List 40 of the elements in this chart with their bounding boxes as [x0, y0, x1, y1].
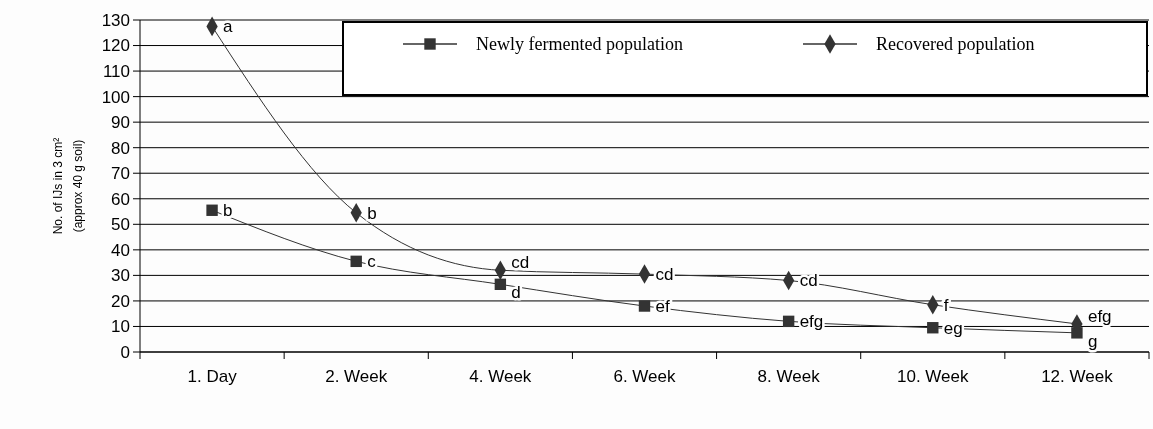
y-tick-label: 90 [111, 113, 130, 133]
y-tick-label: 0 [120, 342, 130, 362]
annotation: d [511, 283, 521, 303]
y-tick-label: 130 [101, 10, 130, 30]
point [927, 322, 939, 334]
legend-label: Recovered population [876, 34, 1035, 55]
y-tick-label: 10 [111, 317, 130, 337]
point [494, 278, 507, 291]
point [350, 255, 362, 268]
annotation: b [223, 201, 233, 221]
annotation: ef [655, 296, 670, 316]
y-tick-label: 60 [111, 189, 130, 209]
y-tick-label: 20 [111, 291, 130, 311]
x-tick-label: 1. Day [187, 367, 238, 386]
point [206, 204, 218, 216]
x-tick-label: 10. Week [897, 367, 970, 386]
y-tick-label: 30 [111, 266, 130, 286]
y-tick-label: 50 [111, 215, 130, 235]
x-tick-label: 2. Week [325, 367, 388, 386]
y-tick-label: 120 [101, 36, 130, 56]
y-axis-title: No. of IJs in 3 cm² (approx 40 g soil) [51, 137, 85, 235]
annotation: cd [799, 271, 818, 291]
y-tick-label: 40 [111, 240, 130, 260]
x-tick-label: 4. Week [469, 367, 532, 386]
point [638, 300, 651, 312]
x-tick-label: 6. Week [613, 367, 677, 386]
x-tick-label: 8. Week [757, 367, 821, 386]
legend-label: Newly fermented population [476, 34, 683, 55]
y-tick-label: 110 [102, 62, 130, 82]
annotation: g [1087, 331, 1098, 351]
annotation: f [943, 295, 949, 315]
point [782, 315, 795, 328]
y-tick-label: 70 [111, 164, 130, 184]
y-tick-label: 100 [101, 87, 130, 107]
annotation: a [223, 17, 234, 37]
y-tick-label: 80 [111, 138, 130, 158]
x-tick-label: 12. Week [1041, 367, 1114, 386]
annotation: cd [511, 253, 530, 273]
annotation: efg [1087, 306, 1112, 326]
annotation: b [367, 203, 377, 223]
